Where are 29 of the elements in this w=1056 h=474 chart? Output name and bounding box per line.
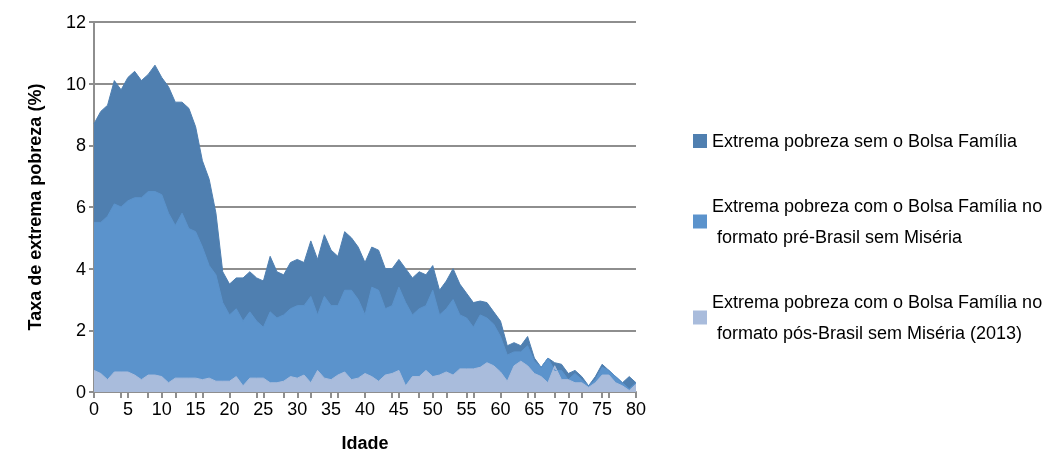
legend-label: Extrema pobreza com o Bolsa Família no formato pós-Brasil sem Miséria (2013) [712,292,1043,343]
y-tick-label: 12 [65,12,86,32]
y-tick-label: 0 [75,382,86,402]
x-tick-label: 70 [558,399,579,419]
y-tick-label: 4 [75,258,86,279]
x-tick-label: 0 [88,399,100,419]
x-tick-label: 50 [422,399,443,419]
x-tick-label: 35 [321,399,342,419]
legend-label: Extrema pobreza com o Bolsa Família no formato pré-Brasil sem Miséria [712,196,1043,247]
legend-label: Extrema pobreza sem o Bolsa Família [712,131,1019,151]
x-tick-label: 60 [490,399,511,419]
y-tick-label: 8 [75,135,86,156]
x-tick-label: 55 [456,399,477,419]
y-tick-label: 2 [75,320,86,341]
y-tick-label: 10 [65,73,86,94]
x-tick-label: 20 [219,399,240,419]
x-tick-label: 75 [592,399,613,419]
x-tick-label: 25 [253,399,274,419]
y-axis-title: Taxa de extrema pobreza (%) [25,83,45,331]
x-tick-label: 10 [151,399,172,419]
x-tick-label: 5 [122,399,133,419]
x-tick-label: 65 [524,399,545,419]
x-tick-label: 30 [287,399,308,419]
x-tick-label: 15 [185,399,206,419]
x-tick-label: 80 [625,399,647,419]
y-tick-label: 6 [75,197,86,217]
x-tick-label: 40 [354,399,376,419]
x-axis-title: Idade [341,433,389,453]
x-tick-label: 45 [388,399,409,419]
